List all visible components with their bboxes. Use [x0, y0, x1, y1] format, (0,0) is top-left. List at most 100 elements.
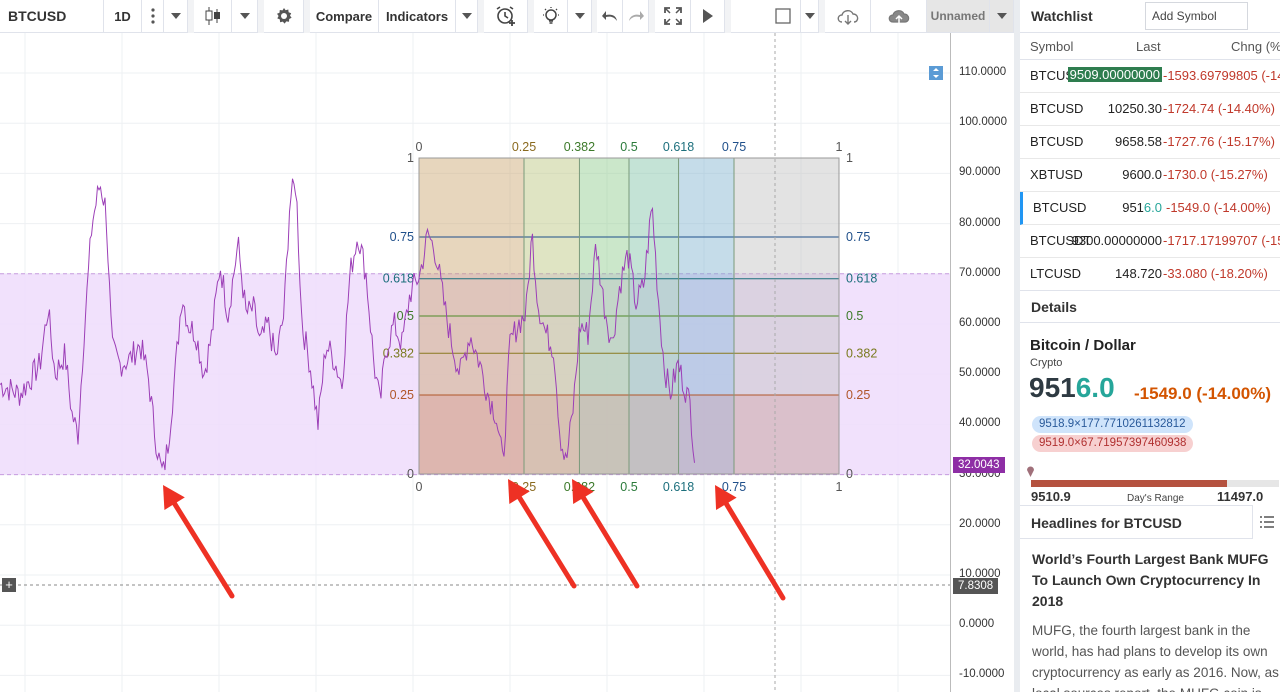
- chart-type-dropdown[interactable]: [232, 0, 258, 32]
- panel-divider[interactable]: [1014, 0, 1020, 692]
- indicators-button[interactable]: Indicators: [379, 0, 456, 32]
- news-snippet: MUFG, the fourth largest bank in the wor…: [1032, 623, 1279, 692]
- more-menu-button[interactable]: [142, 0, 164, 32]
- load-chart-button[interactable]: [825, 0, 871, 32]
- range-label: Day's Range: [1127, 493, 1184, 504]
- news-list-button[interactable]: [1252, 505, 1280, 539]
- layout-name-button[interactable]: Unnamed: [927, 0, 990, 32]
- price-axis-label: -10.0000: [959, 668, 1005, 681]
- add-symbol-input[interactable]: Add Symbol: [1145, 2, 1248, 30]
- ideas-dropdown[interactable]: [568, 0, 592, 32]
- layout-name-dropdown[interactable]: [990, 0, 1014, 32]
- chevron-down-icon: [170, 13, 181, 19]
- row-symbol: LTCUSD: [1030, 266, 1082, 281]
- compare-label: Compare: [315, 8, 373, 24]
- chevron-down-icon: [804, 13, 815, 19]
- watchlist-row[interactable]: BTCUSD 9658.58 -1727.76 (-15.17%): [1020, 126, 1280, 159]
- price-axis-label: 50.0000: [959, 367, 1001, 380]
- save-chart-button[interactable]: [871, 0, 927, 32]
- symbol-label: BTCUSD: [8, 8, 67, 24]
- range-marker-icon: [1027, 466, 1034, 477]
- row-last: 10250.30: [1107, 101, 1162, 116]
- symbol-search-button[interactable]: BTCUSD: [0, 0, 104, 32]
- ideas-button[interactable]: [534, 0, 568, 32]
- scale-arrows-icon: [933, 68, 939, 78]
- redo-button[interactable]: [623, 0, 649, 32]
- price-axis[interactable]: 110.0000 100.0000 90.0000 80.0000 70.0000 60.…: [950, 33, 1014, 692]
- play-icon: [702, 9, 713, 23]
- column-last[interactable]: Last: [1136, 39, 1161, 54]
- days-range-fill: [1031, 480, 1227, 487]
- undo-icon: [601, 11, 617, 21]
- row-change: -1724.74 (-14.40%): [1163, 101, 1276, 116]
- fib-time-label: 0.5: [620, 140, 637, 154]
- watchlist-columns: Symbol Last Chng (%): [1020, 33, 1280, 60]
- days-range-bar: [1031, 480, 1279, 487]
- bid-pill: 9518.9×177.7710261132812: [1032, 416, 1193, 433]
- fib-frame: [418, 157, 840, 475]
- fib-price-label: 0.5: [846, 309, 863, 323]
- fullscreen-button[interactable]: [655, 0, 691, 32]
- row-change: -1717.17199707 (-15.59%): [1163, 233, 1280, 248]
- fib-time-label: 1: [836, 480, 843, 494]
- row-symbol: BTCUSDT: [1030, 233, 1092, 248]
- fib-time-label: 0: [416, 480, 423, 494]
- indicators-dropdown[interactable]: [456, 0, 478, 32]
- interval-label: 1D: [114, 8, 131, 24]
- chart-type-button[interactable]: [194, 0, 232, 32]
- news-headline[interactable]: World’s Fourth Largest Bank MUFG To Laun…: [1032, 551, 1269, 609]
- interval-button[interactable]: 1D: [104, 0, 142, 32]
- replay-button[interactable]: [691, 0, 725, 32]
- vertical-dots-icon: [150, 8, 155, 24]
- price-tail: 6.0: [1075, 372, 1115, 403]
- annotation-arrow: [572, 479, 640, 589]
- scale-toggle-button[interactable]: [929, 66, 943, 80]
- crosshair-plus-button[interactable]: +: [2, 578, 16, 592]
- fib-time-label: 1: [836, 140, 843, 154]
- interval-dropdown-button[interactable]: [164, 0, 188, 32]
- fib-price-label: 0.618: [846, 272, 877, 286]
- price-axis-label: 10.0000: [959, 568, 1001, 580]
- alarm-clock-plus-icon: [496, 6, 515, 26]
- layout-dropdown[interactable]: [801, 0, 819, 32]
- settings-button[interactable]: [264, 0, 304, 32]
- watchlist-row[interactable]: XBTUSD 9600.0 -1730.0 (-15.27%): [1020, 159, 1280, 192]
- row-symbol: BTCUSD: [1030, 134, 1084, 149]
- fib-price-label: 0.25: [390, 388, 414, 402]
- watchlist-row[interactable]: BTCUSD 10250.30 -1724.74 (-14.40%): [1020, 93, 1280, 126]
- chevron-down-icon: [574, 13, 585, 19]
- fib-speed-resistance-fan[interactable]: 000.250.250.3820.3820.50.50.6180.6180.75…: [383, 140, 878, 494]
- fib-price-label: 0.382: [383, 346, 414, 360]
- chart-pane[interactable]: 000.250.250.3820.3820.50.50.6180.6180.75…: [0, 33, 950, 692]
- watchlist-row[interactable]: LTCUSD 148.720 -33.080 (-18.20%): [1020, 258, 1280, 291]
- fib-time-label: 0: [416, 140, 423, 154]
- undo-button[interactable]: [597, 0, 623, 32]
- fib-price-label: 0: [846, 467, 853, 481]
- details-header: Details: [1020, 290, 1280, 323]
- fib-time-label: 0.5: [620, 480, 637, 494]
- fib-price-label: 0: [407, 467, 414, 481]
- fib-price-label: 0.75: [846, 230, 870, 244]
- chart-canvas[interactable]: 000.250.250.3820.3820.50.50.6180.6180.75…: [0, 33, 950, 692]
- row-change: -1727.76 (-15.17%): [1163, 134, 1276, 149]
- column-change[interactable]: Chng (%): [1231, 39, 1280, 54]
- price-axis-label: 110.0000: [959, 66, 1007, 78]
- row-change: -1730.0 (-15.27%): [1163, 167, 1268, 182]
- square-layout-icon: [774, 8, 791, 24]
- price-change: -1549.0 (-14.00%): [1134, 384, 1272, 403]
- alert-button[interactable]: [484, 0, 528, 32]
- price-axis-label: 70.0000: [959, 266, 1001, 279]
- row-last: 9600.0: [1122, 167, 1162, 182]
- row-symbol: BTCUSD: [1033, 200, 1087, 215]
- layout-button[interactable]: [765, 0, 801, 32]
- watchlist-row[interactable]: BTCUSD 9516.0 -1549.0 (-14.00%): [1020, 192, 1280, 225]
- column-symbol[interactable]: Symbol: [1030, 39, 1074, 54]
- rsi-band: [0, 273, 950, 475]
- price-axis-label: 40.0000: [959, 417, 1001, 430]
- instrument-name: Bitcoin / Dollar: [1030, 337, 1136, 354]
- ask-pill: 9519.0×67.71957397460938: [1032, 435, 1194, 452]
- compare-button[interactable]: Compare: [310, 0, 379, 32]
